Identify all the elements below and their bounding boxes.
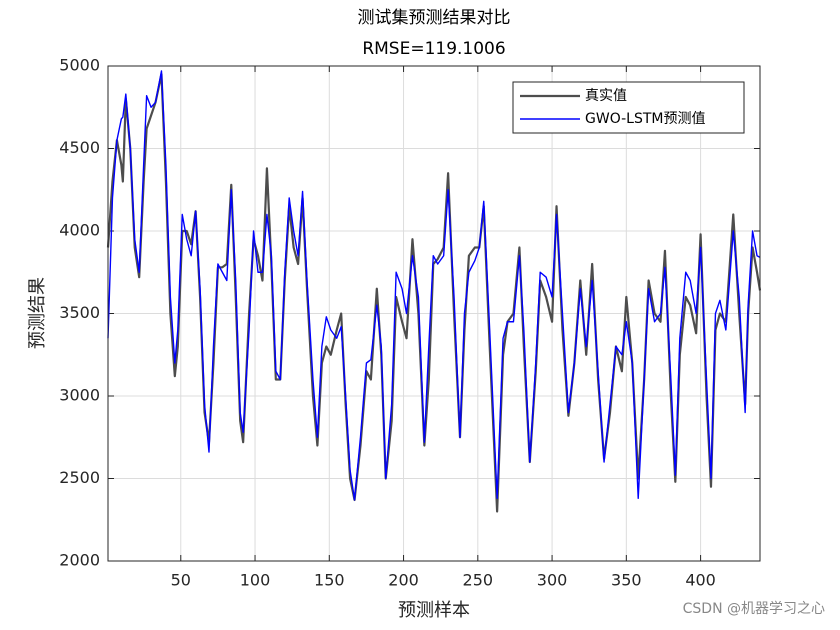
chart-subtitle: RMSE=119.1006 — [362, 39, 505, 59]
x-tick-label: 300 — [537, 571, 568, 590]
x-tick-label: 250 — [463, 571, 494, 590]
legend-label: 真实值 — [585, 88, 627, 104]
x-axis-label: 预测样本 — [398, 600, 470, 621]
y-tick-label: 4500 — [59, 138, 100, 157]
legend-box — [512, 81, 745, 134]
x-tick-label: 200 — [388, 571, 419, 590]
data-line — [107, 70, 761, 501]
watermark: CSDN @机器学习之心 — [683, 601, 825, 617]
y-tick-label: 3500 — [59, 303, 100, 322]
y-tick-label: 2500 — [59, 468, 100, 487]
legend-label: GWO-LSTM预测值 — [585, 111, 705, 127]
x-tick-label: 150 — [314, 571, 345, 590]
y-axis-label: 预测结果 — [27, 277, 48, 349]
x-tick-label: 100 — [240, 571, 271, 590]
x-tick-label: 50 — [171, 571, 191, 590]
y-tick-label: 4000 — [59, 221, 100, 240]
x-tick-label: 350 — [611, 571, 642, 590]
x-tick-label: 400 — [685, 571, 716, 590]
chart-title: 测试集预测结果对比 — [358, 8, 511, 28]
plot-frame — [107, 65, 761, 562]
y-tick-label: 3000 — [59, 386, 100, 405]
y-tick-label: 5000 — [59, 56, 100, 75]
y-tick-label: 2000 — [59, 551, 100, 570]
